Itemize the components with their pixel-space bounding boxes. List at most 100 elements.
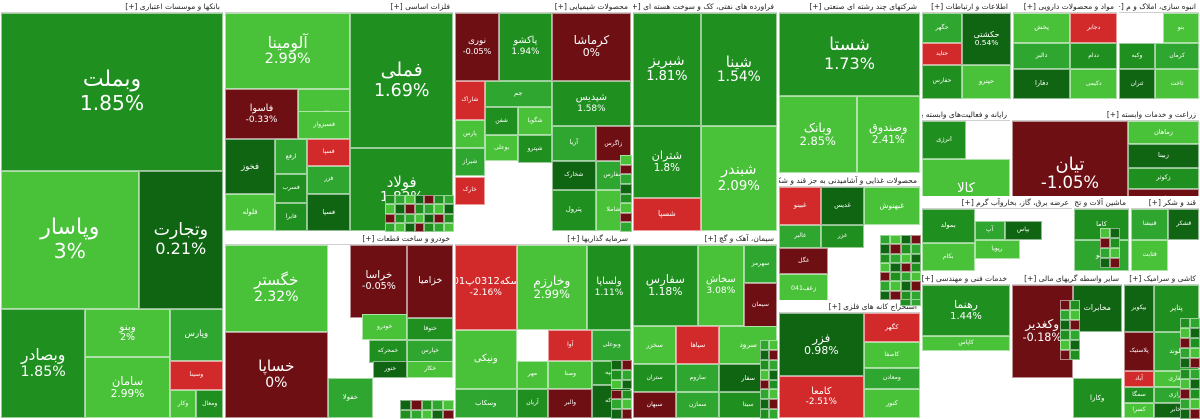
minor-stock-cell[interactable] bbox=[769, 409, 778, 419]
sector-title[interactable]: شرکتهای چند رشته ای صنعتی [+] bbox=[779, 1, 920, 13]
stock-tile[interactable]: فلوله bbox=[225, 193, 276, 231]
minor-stock-cell[interactable] bbox=[620, 203, 632, 213]
minor-stock-cell[interactable] bbox=[434, 213, 445, 223]
stock-tile[interactable]: آوا bbox=[548, 329, 593, 361]
stock-tile[interactable]: خساپا 0% bbox=[225, 331, 328, 418]
sector-title[interactable]: محصولات شیمیایی [+] bbox=[455, 1, 631, 13]
stock-tile[interactable]: جم bbox=[484, 80, 552, 107]
stock-tile[interactable]: بمولد bbox=[922, 209, 975, 244]
minor-stock-cell[interactable] bbox=[444, 222, 454, 232]
minor-stock-cell[interactable] bbox=[1100, 248, 1110, 258]
stock-tile[interactable]: پاکشو 1.94% bbox=[499, 13, 552, 81]
minor-stock-cell[interactable] bbox=[900, 290, 911, 300]
stock-tile[interactable]: سبهان bbox=[633, 392, 677, 418]
stock-tile[interactable]: قثابت bbox=[1131, 240, 1169, 271]
minor-stock-cell[interactable] bbox=[1110, 228, 1120, 238]
stock-tile[interactable]: آلومینا 2.99% bbox=[225, 13, 351, 90]
stock-tile[interactable]: دجابر bbox=[1070, 13, 1117, 44]
stock-tile[interactable]: زماهان bbox=[1127, 121, 1199, 145]
minor-stock-cell[interactable] bbox=[410, 409, 422, 419]
stock-tile[interactable]: شینا 1.54% bbox=[700, 13, 777, 127]
stock-tile[interactable]: ارفع bbox=[275, 139, 308, 175]
minor-stock-cell[interactable] bbox=[1190, 378, 1200, 389]
stock-tile[interactable]: قشکر bbox=[1168, 209, 1199, 240]
stock-tile[interactable]: ولساپا 1.11% bbox=[587, 245, 631, 330]
minor-stock-cell[interactable] bbox=[769, 340, 778, 350]
stock-tile[interactable]: مهر bbox=[516, 360, 549, 389]
stock-tile[interactable]: خنور bbox=[373, 360, 408, 379]
minor-stock-cell[interactable] bbox=[890, 262, 901, 273]
minor-stock-cell[interactable] bbox=[444, 213, 454, 223]
minor-stock-cell[interactable] bbox=[880, 253, 891, 263]
minor-stock-cell[interactable] bbox=[760, 409, 769, 419]
minor-stock-cell[interactable] bbox=[1060, 350, 1070, 360]
minor-stock-cell[interactable] bbox=[621, 379, 632, 390]
minor-stock-cell[interactable] bbox=[621, 389, 632, 400]
minor-stock-cell[interactable] bbox=[1190, 358, 1200, 369]
minor-stock-cell[interactable] bbox=[394, 213, 405, 223]
minor-stock-cell[interactable] bbox=[611, 409, 622, 419]
sector-title[interactable]: بانکها و موسسات اعتباری [+] bbox=[1, 1, 223, 13]
stock-tile[interactable]: کرماشا 0% bbox=[551, 13, 631, 81]
minor-stock-cell[interactable] bbox=[414, 222, 425, 232]
stock-tile[interactable]: پترول bbox=[551, 189, 596, 231]
minor-stock-cell[interactable] bbox=[404, 222, 415, 232]
stock-tile[interactable]: ددام bbox=[1070, 43, 1117, 69]
stock-tile[interactable]: رهنما 1.44% bbox=[922, 285, 1010, 337]
stock-tile[interactable]: شسپا bbox=[633, 198, 701, 231]
stock-tile[interactable]: انرژی bbox=[922, 121, 966, 159]
minor-stock-cell[interactable] bbox=[890, 281, 901, 291]
stock-tile[interactable]: کسرا bbox=[1124, 403, 1154, 418]
stock-tile[interactable]: نوری -0.05% bbox=[455, 13, 499, 81]
minor-stock-cell[interactable] bbox=[404, 204, 415, 214]
stock-tile[interactable]: ساروم bbox=[676, 364, 720, 393]
stock-tile[interactable]: زبینا bbox=[1127, 144, 1199, 168]
stock-tile[interactable]: فملی 1.69% bbox=[350, 13, 453, 149]
stock-tile[interactable]: وصندوق 2.41% bbox=[856, 96, 920, 173]
stock-tile[interactable]: قنیشا bbox=[1131, 209, 1169, 240]
minor-stock-cell[interactable] bbox=[1100, 228, 1110, 238]
minor-stock-cell[interactable] bbox=[910, 290, 921, 300]
stock-tile[interactable]: سفارس 1.18% bbox=[633, 245, 698, 327]
sector-title[interactable]: انبوه سازی، املاک و م [+] bbox=[1119, 1, 1199, 13]
minor-stock-cell[interactable] bbox=[410, 400, 422, 410]
stock-tile[interactable]: غبینو bbox=[779, 187, 822, 225]
minor-stock-cell[interactable] bbox=[621, 399, 632, 410]
stock-tile[interactable]: حتاید bbox=[922, 43, 963, 65]
minor-stock-cell[interactable] bbox=[880, 290, 891, 300]
minor-stock-cell[interactable] bbox=[1060, 320, 1070, 330]
stock-tile[interactable]: خراسا -0.05% bbox=[350, 245, 408, 318]
stock-tile[interactable]: وخارزم 2.99% bbox=[516, 245, 587, 330]
minor-stock-cell[interactable] bbox=[434, 195, 445, 205]
stock-tile[interactable]: غالبر bbox=[779, 224, 822, 249]
sector-title[interactable]: محصولات غذایی و آشامیدنی به جز قند و شکر… bbox=[779, 175, 920, 187]
minor-stock-cell[interactable] bbox=[611, 360, 622, 370]
minor-stock-cell[interactable] bbox=[620, 174, 632, 184]
minor-stock-cell[interactable] bbox=[900, 272, 911, 282]
sector-title[interactable]: مواد و محصولات دارویی [+] bbox=[1013, 1, 1117, 13]
stock-tile[interactable]: کنور bbox=[863, 388, 920, 418]
stock-tile[interactable]: شبریز 1.81% bbox=[633, 13, 701, 127]
minor-stock-cell[interactable] bbox=[769, 369, 778, 380]
minor-stock-cell[interactable] bbox=[1070, 330, 1080, 340]
minor-stock-cell[interactable] bbox=[769, 349, 778, 360]
stock-tile[interactable]: شبندر 2.09% bbox=[700, 126, 777, 231]
stock-tile[interactable]: وبملت 1.85% bbox=[1, 13, 223, 171]
minor-stock-cell[interactable] bbox=[1100, 258, 1110, 268]
minor-stock-cell[interactable] bbox=[434, 222, 445, 232]
stock-tile[interactable]: غگل bbox=[779, 248, 829, 275]
stock-tile[interactable]: بپکویر bbox=[1124, 285, 1154, 332]
minor-stock-cell[interactable] bbox=[769, 389, 778, 400]
stock-tile[interactable]: شپترو bbox=[518, 135, 552, 164]
minor-stock-cell[interactable] bbox=[1070, 320, 1080, 330]
stock-tile[interactable]: شیراز bbox=[455, 148, 485, 177]
stock-tile[interactable]: سامان 2.99% bbox=[85, 357, 170, 418]
minor-stock-cell[interactable] bbox=[900, 281, 911, 291]
minor-stock-cell[interactable] bbox=[394, 222, 405, 232]
minor-stock-cell[interactable] bbox=[404, 213, 415, 223]
stock-tile[interactable]: سمگا bbox=[1124, 387, 1154, 404]
minor-stock-cell[interactable] bbox=[1180, 338, 1190, 349]
stock-tile[interactable]: پارس bbox=[455, 119, 485, 149]
stock-tile[interactable]: شگویا bbox=[518, 106, 552, 136]
minor-stock-cell[interactable] bbox=[1060, 330, 1070, 340]
